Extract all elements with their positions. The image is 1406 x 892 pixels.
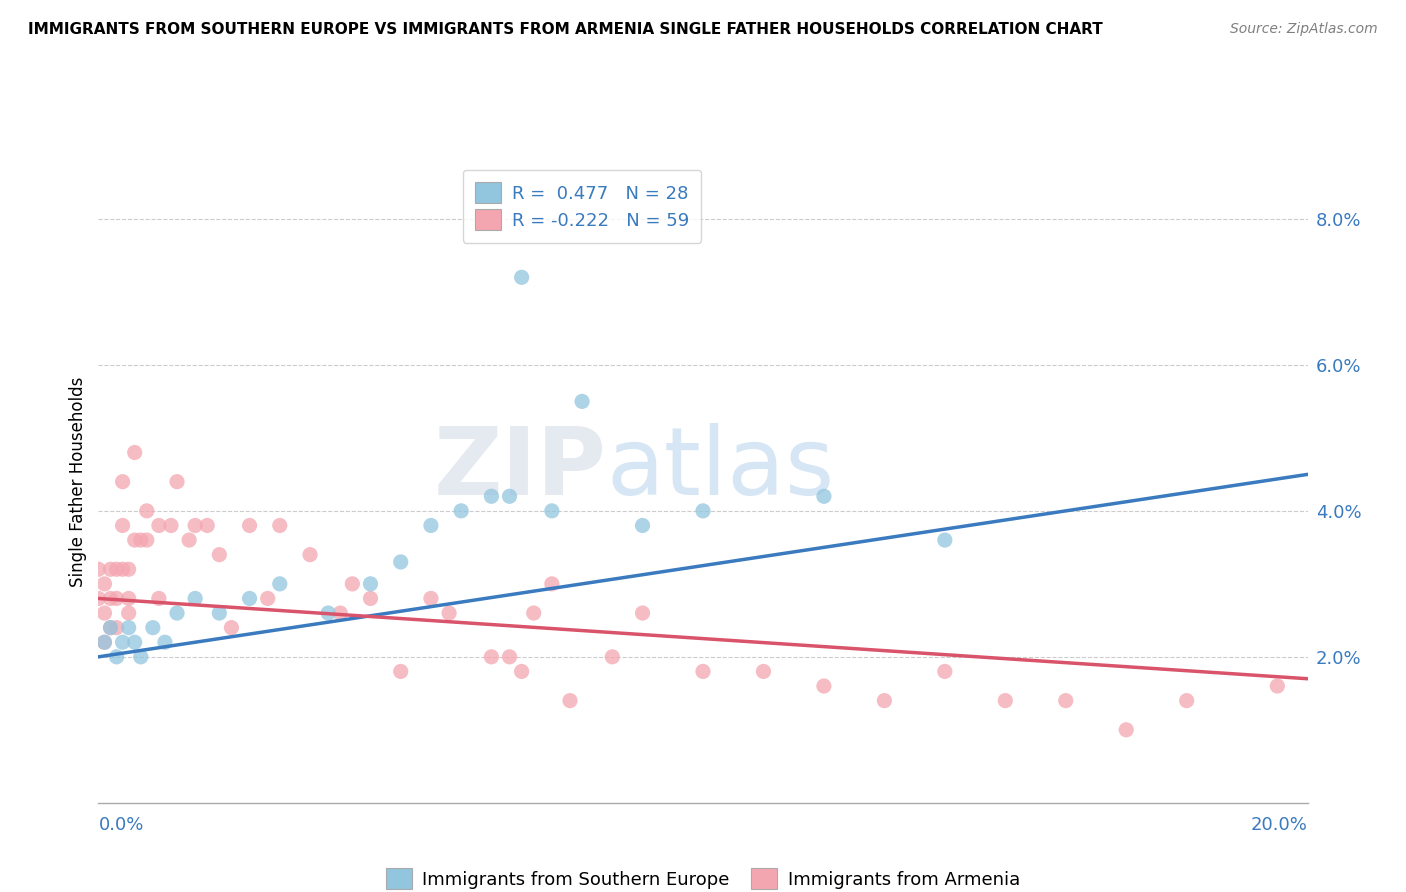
Point <box>523 606 546 620</box>
Point <box>105 621 128 635</box>
Point <box>437 606 460 620</box>
Point <box>87 591 110 606</box>
Point <box>184 591 207 606</box>
Point <box>481 649 503 664</box>
Point <box>135 504 157 518</box>
Point <box>602 649 624 664</box>
Point <box>389 555 412 569</box>
Point <box>100 562 122 576</box>
Point <box>540 577 562 591</box>
Point <box>934 533 956 547</box>
Point <box>221 621 243 635</box>
Point <box>111 635 134 649</box>
Point <box>510 665 533 679</box>
Point <box>360 577 382 591</box>
Text: ZIP: ZIP <box>433 423 606 515</box>
Point <box>813 679 835 693</box>
Point <box>153 635 176 649</box>
Point <box>100 621 122 635</box>
Point <box>571 394 593 409</box>
Point <box>105 649 128 664</box>
Point <box>87 562 110 576</box>
Point <box>994 693 1017 707</box>
Point <box>752 665 775 679</box>
Point <box>631 606 654 620</box>
Point <box>450 504 472 518</box>
Point <box>124 533 146 547</box>
Point <box>299 548 322 562</box>
Point <box>208 606 231 620</box>
Point <box>256 591 278 606</box>
Point <box>208 548 231 562</box>
Point <box>129 649 152 664</box>
Legend: Immigrants from Southern Europe, Immigrants from Armenia: Immigrants from Southern Europe, Immigra… <box>380 862 1026 892</box>
Point <box>342 577 364 591</box>
Point <box>419 518 441 533</box>
Point <box>135 533 157 547</box>
Point <box>510 270 533 285</box>
Point <box>118 606 141 620</box>
Point <box>111 475 134 489</box>
Point <box>195 518 218 533</box>
Point <box>239 518 262 533</box>
Point <box>118 562 141 576</box>
Point <box>498 649 520 664</box>
Point <box>166 606 188 620</box>
Point <box>129 533 152 547</box>
Point <box>184 518 207 533</box>
Point <box>100 621 122 635</box>
Point <box>360 591 382 606</box>
Point <box>239 591 262 606</box>
Point <box>166 475 188 489</box>
Point <box>329 606 352 620</box>
Point <box>111 562 134 576</box>
Point <box>93 635 115 649</box>
Point <box>813 489 835 503</box>
Point <box>934 665 956 679</box>
Point <box>1175 693 1198 707</box>
Text: 20.0%: 20.0% <box>1251 816 1308 834</box>
Point <box>389 665 412 679</box>
Point <box>419 591 441 606</box>
Point <box>692 504 714 518</box>
Point <box>93 577 115 591</box>
Point <box>118 591 141 606</box>
Point <box>316 606 339 620</box>
Point <box>105 591 128 606</box>
Point <box>269 518 291 533</box>
Point <box>540 504 562 518</box>
Point <box>1115 723 1137 737</box>
Point <box>148 518 170 533</box>
Point <box>498 489 520 503</box>
Point <box>631 518 654 533</box>
Point <box>481 489 503 503</box>
Point <box>93 606 115 620</box>
Point <box>105 562 128 576</box>
Text: Source: ZipAtlas.com: Source: ZipAtlas.com <box>1230 22 1378 37</box>
Point <box>124 445 146 459</box>
Point <box>160 518 183 533</box>
Point <box>118 621 141 635</box>
Point <box>142 621 165 635</box>
Point <box>111 518 134 533</box>
Point <box>873 693 896 707</box>
Point <box>692 665 714 679</box>
Text: IMMIGRANTS FROM SOUTHERN EUROPE VS IMMIGRANTS FROM ARMENIA SINGLE FATHER HOUSEHO: IMMIGRANTS FROM SOUTHERN EUROPE VS IMMIG… <box>28 22 1102 37</box>
Point <box>1265 679 1288 693</box>
Point <box>1054 693 1077 707</box>
Text: 0.0%: 0.0% <box>98 816 143 834</box>
Point <box>100 591 122 606</box>
Point <box>269 577 291 591</box>
Point <box>148 591 170 606</box>
Point <box>558 693 581 707</box>
Text: atlas: atlas <box>606 423 835 515</box>
Point <box>124 635 146 649</box>
Point <box>93 635 115 649</box>
Point <box>177 533 201 547</box>
Y-axis label: Single Father Households: Single Father Households <box>69 376 87 587</box>
